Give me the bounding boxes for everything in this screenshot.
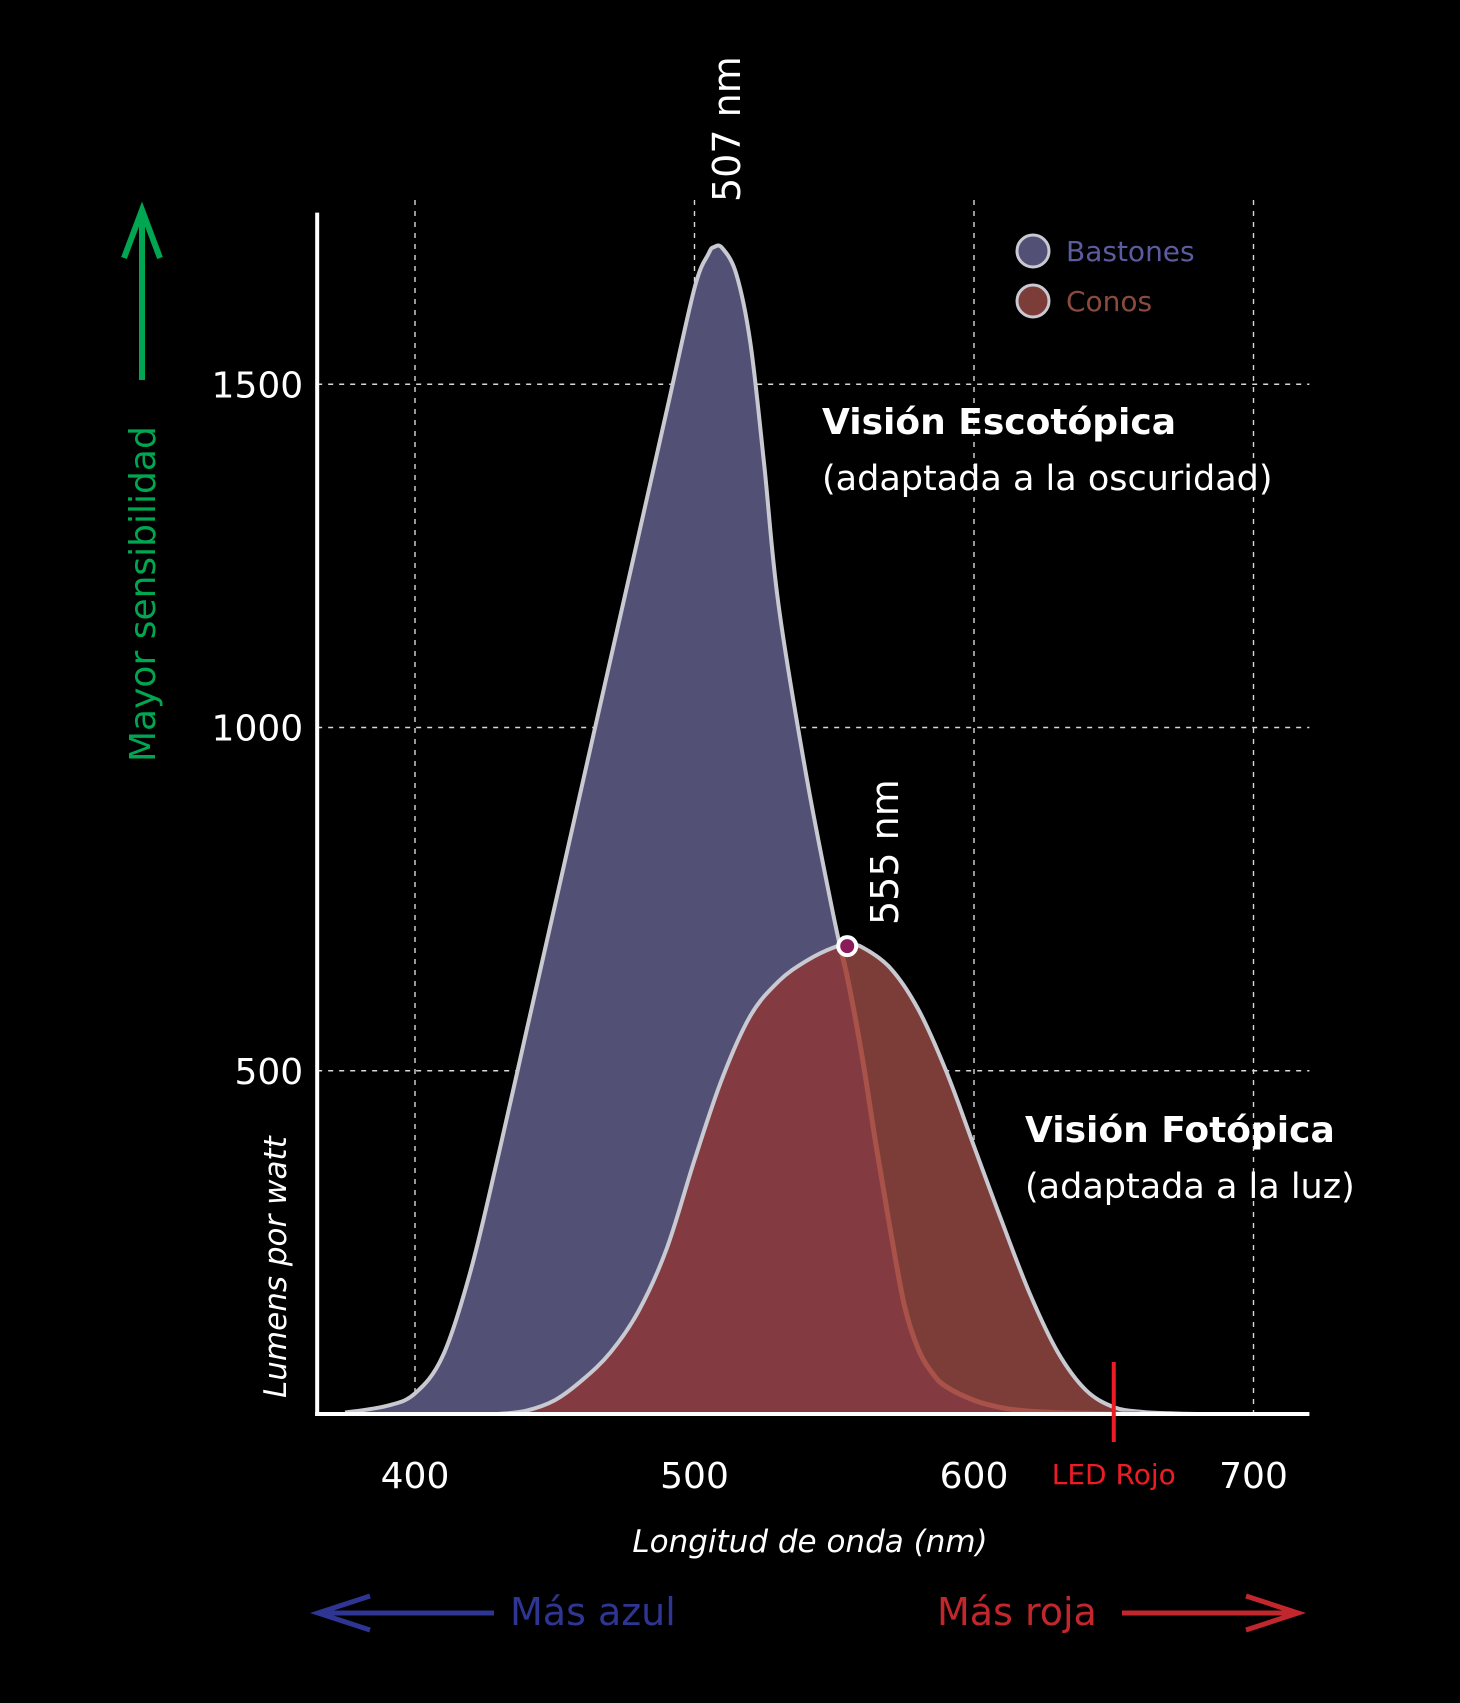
peak-marker-555: [836, 935, 859, 958]
scotopic-title: Visión Escotópica: [822, 402, 1176, 443]
legend-label-bastones: Bastones: [1066, 235, 1195, 268]
y-axis-title: Lumens por watt: [258, 1134, 294, 1398]
red-direction: Más roja: [937, 1590, 1307, 1634]
right-arrowhead-icon: [1245, 1593, 1307, 1633]
legend-swatch-conos: [1015, 283, 1051, 319]
legend-swatch-bastones: [1015, 233, 1051, 269]
blue-direction: Más azul: [309, 1590, 676, 1634]
left-arrowhead-icon: [309, 1593, 371, 1633]
led-label: LED Rojo: [1052, 1458, 1176, 1491]
scotopic-subtitle: (adaptada a la oscuridad): [822, 459, 1273, 499]
tick-labels: 400 500 600 700 500 1000 1500: [212, 365, 1288, 1497]
y-tick-label: 500: [234, 1052, 303, 1093]
legend-label-conos: Conos: [1066, 285, 1152, 318]
x-tick-label: 600: [940, 1456, 1009, 1497]
x-tick-label: 500: [660, 1456, 729, 1497]
photopic-subtitle: (adaptada a la luz): [1025, 1167, 1355, 1207]
peak-label-cones: 555 nm: [863, 779, 907, 925]
red-label: Más roja: [937, 1590, 1097, 1634]
axes: [315, 212, 1310, 1416]
x-axis-title: Longitud de onda (nm): [632, 1524, 987, 1560]
up-arrowhead-icon: [121, 201, 163, 260]
peak-label-rods: 507 nm: [705, 56, 749, 202]
blue-label: Más azul: [510, 1590, 676, 1634]
sensitivity-label: Mayor sensibilidad: [123, 426, 164, 762]
legend: Bastones Conos: [1015, 233, 1195, 319]
sensitivity-arrow: Mayor sensibilidad: [121, 201, 164, 762]
x-tick-label: 700: [1219, 1456, 1288, 1497]
y-tick-label: 1500: [212, 365, 304, 406]
y-tick-label: 1000: [212, 709, 304, 750]
x-tick-label: 400: [381, 1456, 450, 1497]
series-area-overlap: [498, 944, 1198, 1414]
series-area-bastones: [345, 245, 1198, 1414]
photopic-title: Visión Fotópica: [1025, 1110, 1335, 1151]
